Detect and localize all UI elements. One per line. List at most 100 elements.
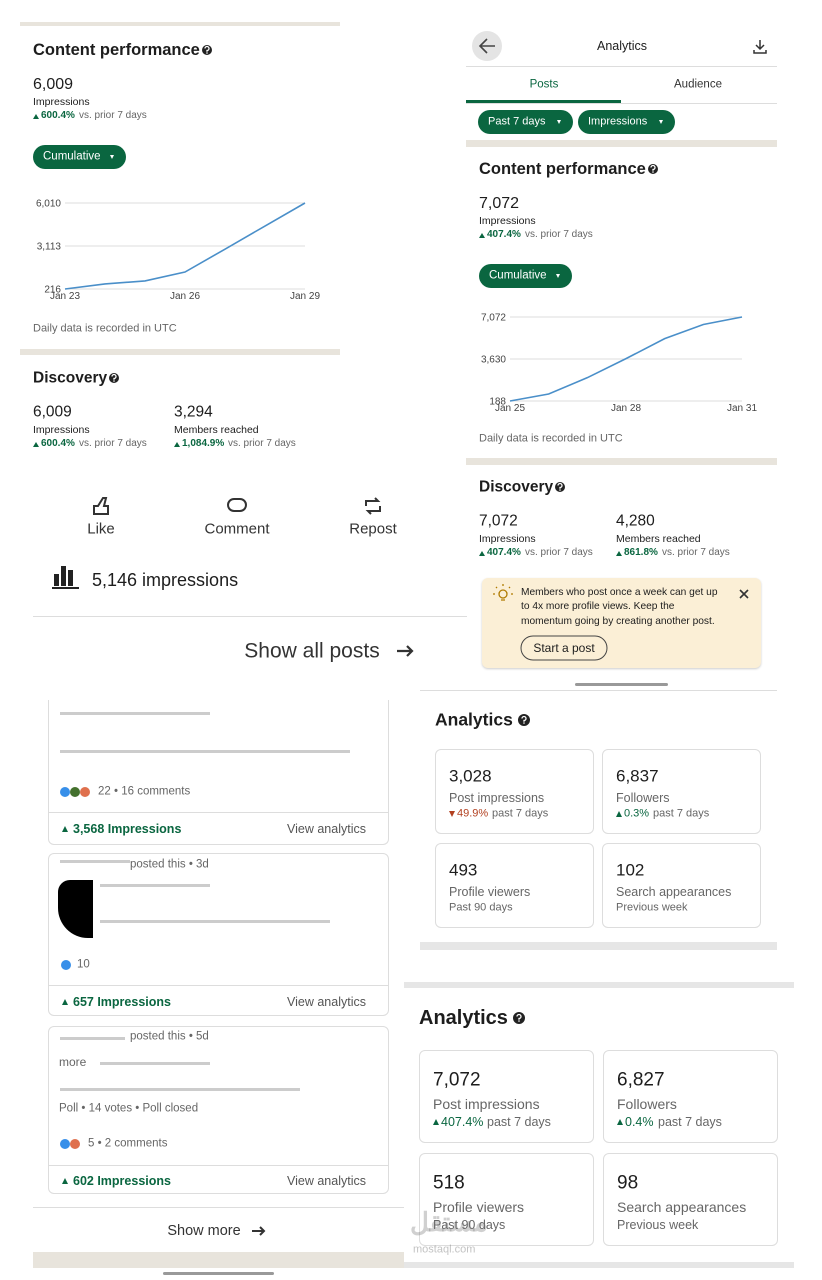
stat-label: Search appearances [617,1199,747,1215]
stat-card[interactable] [419,1153,594,1246]
help-icon[interactable] [513,1012,525,1024]
dropdown-label: Cumulative [489,269,547,282]
home-indicator [163,1272,274,1275]
metric-value: 3,294 [174,403,213,421]
post-body: more [59,1055,87,1069]
stat-label: Post impressions [433,1096,540,1112]
tab-indicator [466,100,621,103]
like-icon [93,497,109,515]
tip-text: Members who post once a week can get up … [521,587,718,627]
section-title: Discovery [479,478,554,496]
section-title: Content performance [479,159,646,178]
download-icon[interactable] [753,40,767,54]
metric-label: Impressions [33,95,90,108]
stat-card[interactable] [603,1153,778,1246]
watermark: mostaql.com [413,1243,476,1256]
metric-change-note: vs. prior 7 days [662,547,730,558]
separator [33,1207,404,1208]
help-icon[interactable] [202,45,212,55]
metric-label: Impressions [479,214,536,227]
view-analytics[interactable]: View analytics [287,994,366,1009]
divider [20,22,340,26]
view-analytics[interactable]: View analytics [287,1173,366,1188]
arrow-icon [252,1226,266,1236]
divider [420,942,777,950]
filter[interactable] [578,110,675,134]
stat-period: Past 90 days [433,1217,506,1232]
tab[interactable]: Posts [529,78,559,91]
stat-label: Followers [616,790,670,805]
reaction-icons [60,787,90,1149]
bar-icon [52,566,79,589]
stat-change: 0.4% [625,1114,654,1129]
help-icon[interactable] [518,714,530,726]
y-tick-label: 7,072 [481,313,506,324]
line-chart: 216 3,113 6,010 Jan 23 Jan 26 Jan 29 [36,199,320,303]
section-title: Analytics [435,709,513,730]
stat-label: Search appearances [616,884,732,899]
section-title: Analytics [419,1007,508,1029]
filter-label: Past 7 days [488,115,546,128]
section-title: Content performance [33,40,200,59]
divider [466,140,777,147]
stat-period: past 7 days [492,807,549,820]
stat-card[interactable] [602,843,761,928]
stat-value: 6,837 [616,766,659,786]
view-analytics[interactable]: View analytics [287,821,366,836]
data-line [509,316,743,402]
down-arrow [557,120,561,124]
post-card [48,853,389,1016]
divider [20,349,340,355]
stat-card[interactable] [602,749,761,834]
stat-card[interactable] [603,1050,778,1143]
x-tick-label: Jan 26 [170,291,200,302]
bulb-icon [493,584,513,601]
watermark: مستقل [410,1207,488,1237]
stat-card[interactable] [435,749,594,834]
stat-card[interactable] [419,1050,594,1143]
stat-label: Profile viewers [449,884,531,899]
metric-value: 6,009 [33,403,72,421]
filter-label: Impressions [588,115,648,128]
action-button[interactable]: Repost [349,520,397,538]
divider [404,1262,794,1268]
help-icon[interactable] [648,164,658,174]
start-post[interactable]: Start a post [533,641,595,655]
comment-icon [227,498,247,512]
help-icon[interactable] [109,373,119,383]
help-icon[interactable] [555,482,565,492]
up-arrow [479,232,485,238]
note: Daily data is recorded in UTC [479,432,623,445]
start-post-button[interactable] [520,635,608,661]
tab[interactable]: Audience [674,78,722,91]
x-tick-label: Jan 23 [50,291,80,302]
stat-value: 3,028 [449,766,492,786]
up-arrow [479,550,485,556]
action-button[interactable]: Comment [204,520,270,538]
metric-label: Impressions [479,532,536,545]
show-all-posts[interactable]: Show all posts [244,639,380,663]
y-tick-label: 216 [44,285,61,296]
divider [466,458,777,465]
separator [420,690,777,691]
down-arrow [110,155,114,159]
action-button[interactable]: Like [87,520,115,538]
line-chart: 188 3,630 7,072 Jan 25 Jan 28 Jan 31 [481,313,757,415]
up-arrow [433,1119,439,1125]
close-icon[interactable] [739,589,749,599]
stat-value: 493 [449,860,478,880]
separator [466,66,777,67]
metric-change: 407.4% [487,547,521,558]
post-impressions: 657 Impressions [73,994,171,1009]
up-arrow [174,441,180,447]
show-more[interactable]: Show more [167,1222,241,1239]
dropdown-label: Cumulative [43,150,101,163]
separator [33,616,467,617]
stat-card[interactable] [435,843,594,928]
repost-icon [365,497,381,515]
up-arrow [62,826,68,832]
up-arrow [62,999,68,1005]
impressions-total: 5,146 impressions [92,570,239,590]
x-tick-label: Jan 29 [290,291,320,302]
